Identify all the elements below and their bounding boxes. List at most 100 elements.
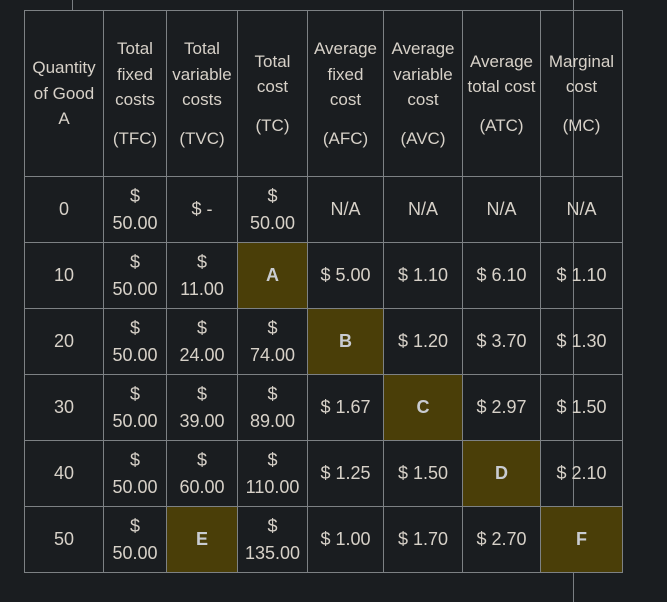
answer-blank-F[interactable]: F bbox=[540, 506, 623, 573]
header-abbr: (ATC) bbox=[479, 115, 524, 135]
cell-line: 24.00 bbox=[179, 344, 225, 365]
table-row: 0 $50.00 $ - $50.00 N/A N/A N/A N/A bbox=[24, 176, 623, 243]
cell-tvc-row3: $39.00 bbox=[166, 374, 238, 441]
cell-line: 50.00 bbox=[112, 542, 158, 563]
header-quantity: Quantity of Good A bbox=[24, 10, 104, 177]
cell-line: $ bbox=[267, 186, 278, 207]
header-tc: Total cost (TC) bbox=[237, 10, 308, 177]
cell-atc-row0: N/A bbox=[462, 176, 541, 243]
answer-blank-E[interactable]: E bbox=[166, 506, 238, 573]
cell-line: $ bbox=[129, 516, 140, 537]
table-row: 10 $50.00 $11.00 A $ 5.00 $ 1.10 $ 6.10 $ 1.10 bbox=[24, 242, 623, 309]
header-abbr: (AVC) bbox=[400, 128, 446, 148]
header-tfc: Total fixed costs (TFC) bbox=[103, 10, 167, 177]
cell-afc-row1: $ 5.00 bbox=[307, 242, 384, 309]
header-title: Average fixed cost bbox=[313, 39, 377, 109]
cell-tvc-row2: $24.00 bbox=[166, 308, 238, 375]
cell-afc-row0: N/A bbox=[307, 176, 384, 243]
cell-tfc-row0: $50.00 bbox=[103, 176, 167, 243]
cell-avc-row5: $ 1.70 bbox=[383, 506, 463, 573]
cell-line: 11.00 bbox=[180, 278, 224, 299]
cell-line: $ bbox=[196, 450, 207, 471]
cell-tc-row5: $135.00 bbox=[237, 506, 308, 573]
cell-avc-row1: $ 1.10 bbox=[383, 242, 463, 309]
header-atc: Average total cost (ATC) bbox=[462, 10, 541, 177]
header-title: Average variable cost bbox=[391, 39, 455, 109]
cell-line: $ bbox=[196, 318, 207, 339]
cell-line: 60.00 bbox=[179, 476, 225, 497]
cell-line: $ bbox=[267, 516, 278, 537]
header-mc: Marginal cost (MC) bbox=[540, 10, 623, 177]
cell-line: $ bbox=[129, 252, 140, 273]
header-title: Total fixed costs bbox=[115, 39, 155, 109]
cell-quantity-row2: 20 bbox=[24, 308, 104, 375]
cell-line: $ bbox=[267, 318, 278, 339]
cell-mc-row1: $ 1.10 bbox=[540, 242, 623, 309]
answer-blank-B[interactable]: B bbox=[307, 308, 384, 375]
header-title: Total cost bbox=[254, 51, 291, 97]
cell-line: $ bbox=[129, 186, 140, 207]
header-abbr: (TC) bbox=[255, 115, 290, 135]
cell-afc-row3: $ 1.67 bbox=[307, 374, 384, 441]
cell-tvc-row0: $ - bbox=[166, 176, 238, 243]
header-abbr: (AFC) bbox=[322, 128, 369, 148]
header-title: Quantity of Good A bbox=[32, 58, 96, 129]
cell-mc-row2: $ 1.30 bbox=[540, 308, 623, 375]
cell-atc-row5: $ 2.70 bbox=[462, 506, 541, 573]
cell-quantity-row5: 50 bbox=[24, 506, 104, 573]
table-row: 50 $50.00 E $135.00 $ 1.00 $ 1.70 $ 2.70 F bbox=[24, 506, 623, 573]
cell-tfc-row5: $50.00 bbox=[103, 506, 167, 573]
cell-mc-row3: $ 1.50 bbox=[540, 374, 623, 441]
cell-line: 74.00 bbox=[249, 344, 296, 365]
cost-table-header: Quantity of Good A Total fixed costs (TFC)… bbox=[24, 10, 623, 177]
cell-line: 50.00 bbox=[112, 212, 158, 233]
cell-line: 39.00 bbox=[179, 410, 225, 431]
cell-afc-row4: $ 1.25 bbox=[307, 440, 384, 507]
cell-tc-row0: $50.00 bbox=[237, 176, 308, 243]
cell-tfc-row1: $50.00 bbox=[103, 242, 167, 309]
header-title: Total variable costs bbox=[172, 39, 232, 109]
cost-table-body: 0 $50.00 $ - $50.00 N/A N/A N/A N/A 10 $50.00 $11.… bbox=[24, 176, 623, 573]
cell-atc-row3: $ 2.97 bbox=[462, 374, 541, 441]
header-afc: Average fixed cost (AFC) bbox=[307, 10, 384, 177]
cell-mc-row4: $ 2.10 bbox=[540, 440, 623, 507]
cell-tc-row2: $74.00 bbox=[237, 308, 308, 375]
cell-quantity-row3: 30 bbox=[24, 374, 104, 441]
cell-line: 50.00 bbox=[112, 410, 158, 431]
cell-tvc-row4: $60.00 bbox=[166, 440, 238, 507]
cell-line: $ bbox=[196, 252, 207, 273]
header-title: Average total cost bbox=[467, 51, 536, 97]
cell-mc-row0: N/A bbox=[540, 176, 623, 243]
table-row: 30 $50.00 $39.00 $89.00 $ 1.67 C $ 2.97 $ 1.50 bbox=[24, 374, 623, 441]
cell-tfc-row4: $50.00 bbox=[103, 440, 167, 507]
header-tvc: Total variable costs (TVC) bbox=[166, 10, 238, 177]
answer-blank-A[interactable]: A bbox=[237, 242, 308, 309]
cell-line: $ bbox=[267, 384, 278, 405]
cell-line: $ bbox=[129, 450, 140, 471]
table-row: 40 $50.00 $60.00 $110.00 $ 1.25 $ 1.50 D $ 2.10 bbox=[24, 440, 623, 507]
cell-line: 50.00 bbox=[249, 212, 296, 233]
cell-tfc-row2: $50.00 bbox=[103, 308, 167, 375]
cell-tc-row4: $110.00 bbox=[237, 440, 308, 507]
cell-line: 50.00 bbox=[112, 278, 158, 299]
cell-quantity-row1: 10 bbox=[24, 242, 104, 309]
cell-tc-row3: $89.00 bbox=[237, 374, 308, 441]
cell-line: $ bbox=[196, 384, 207, 405]
cell-atc-row2: $ 3.70 bbox=[462, 308, 541, 375]
cell-line: 50.00 bbox=[112, 344, 158, 365]
cell-avc-row2: $ 1.20 bbox=[383, 308, 463, 375]
cell-line: $ bbox=[129, 318, 140, 339]
header-abbr: (TVC) bbox=[179, 128, 225, 148]
cell-tvc-row1: $11.00 bbox=[166, 242, 238, 309]
cell-afc-row5: $ 1.00 bbox=[307, 506, 384, 573]
table-row: 20 $50.00 $24.00 $74.00 B $ 1.20 $ 3.70 $ 1.30 bbox=[24, 308, 623, 375]
header-abbr: (TFC) bbox=[112, 128, 158, 148]
cell-line: 89.00 bbox=[249, 410, 296, 431]
cell-line: $ bbox=[267, 450, 278, 471]
cell-avc-row0: N/A bbox=[383, 176, 463, 243]
cell-atc-row1: $ 6.10 bbox=[462, 242, 541, 309]
cell-line: 110.00 bbox=[245, 476, 300, 497]
answer-blank-C[interactable]: C bbox=[383, 374, 463, 441]
cell-quantity-row4: 40 bbox=[24, 440, 104, 507]
answer-blank-D[interactable]: D bbox=[462, 440, 541, 507]
